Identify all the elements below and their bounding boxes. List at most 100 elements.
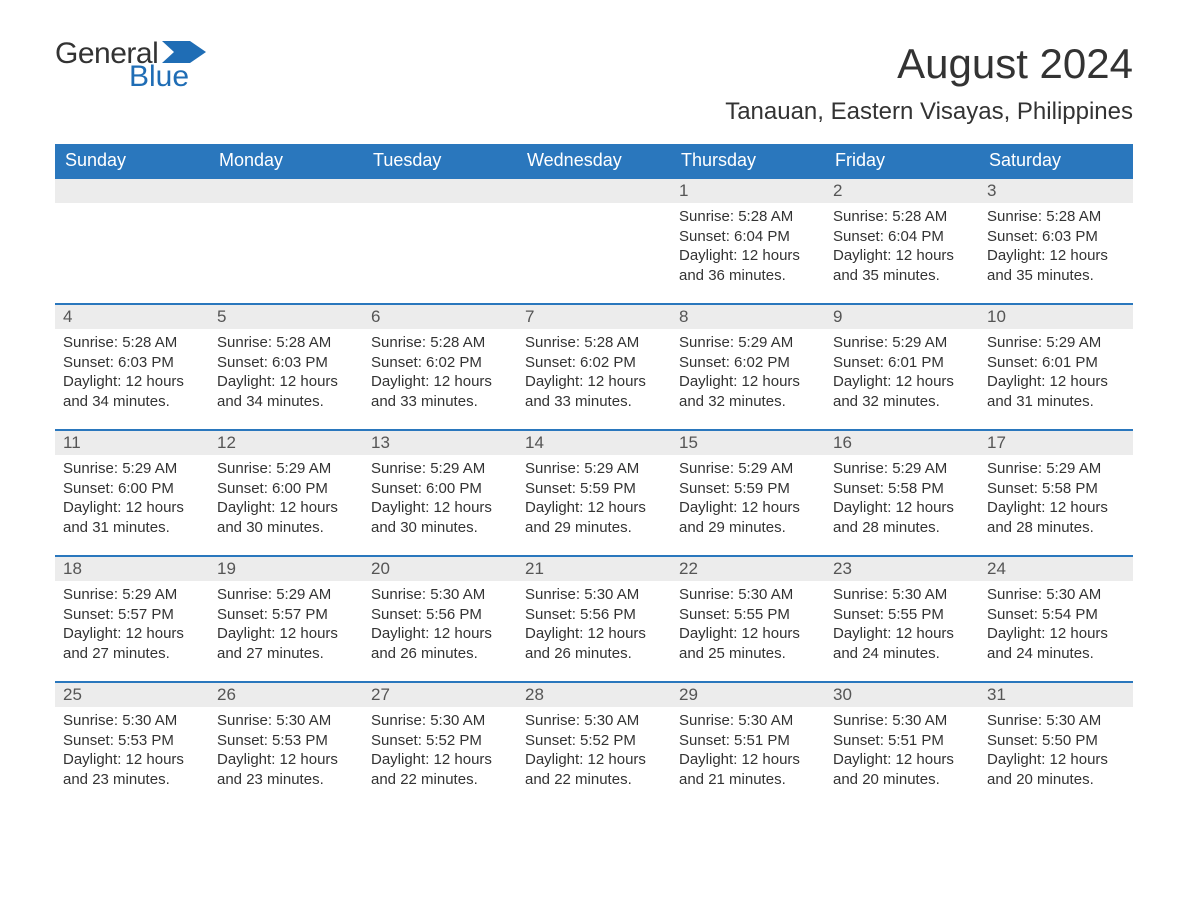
calendar-cell: 14Sunrise: 5:29 AMSunset: 5:59 PMDayligh… xyxy=(517,430,671,556)
weekday-header: Monday xyxy=(209,144,363,178)
sunrise-text: Sunrise: 5:30 AM xyxy=(833,585,971,605)
calendar-cell: 22Sunrise: 5:30 AMSunset: 5:55 PMDayligh… xyxy=(671,556,825,682)
day-body: Sunrise: 5:30 AMSunset: 5:55 PMDaylight:… xyxy=(671,581,825,669)
daylight-line2: and 24 minutes. xyxy=(987,644,1125,664)
calendar-cell: 3Sunrise: 5:28 AMSunset: 6:03 PMDaylight… xyxy=(979,178,1133,304)
day-body: Sunrise: 5:29 AMSunset: 6:00 PMDaylight:… xyxy=(363,455,517,543)
empty-daynum xyxy=(209,179,363,203)
day-number: 30 xyxy=(825,683,979,707)
sunset-text: Sunset: 6:03 PM xyxy=(217,353,355,373)
sunset-text: Sunset: 6:01 PM xyxy=(833,353,971,373)
day-body: Sunrise: 5:30 AMSunset: 5:56 PMDaylight:… xyxy=(363,581,517,669)
location: Tanauan, Eastern Visayas, Philippines xyxy=(725,98,1133,126)
day-number: 20 xyxy=(363,557,517,581)
daylight-line2: and 26 minutes. xyxy=(371,644,509,664)
sunset-text: Sunset: 5:59 PM xyxy=(679,479,817,499)
sunset-text: Sunset: 5:50 PM xyxy=(987,731,1125,751)
daylight-line1: Daylight: 12 hours xyxy=(63,498,201,518)
empty-daynum xyxy=(517,179,671,203)
calendar-cell: 19Sunrise: 5:29 AMSunset: 5:57 PMDayligh… xyxy=(209,556,363,682)
calendar-cell: 26Sunrise: 5:30 AMSunset: 5:53 PMDayligh… xyxy=(209,682,363,808)
day-number: 25 xyxy=(55,683,209,707)
day-body: Sunrise: 5:29 AMSunset: 6:02 PMDaylight:… xyxy=(671,329,825,417)
sunset-text: Sunset: 5:56 PM xyxy=(371,605,509,625)
daylight-line1: Daylight: 12 hours xyxy=(679,624,817,644)
daylight-line2: and 36 minutes. xyxy=(679,266,817,286)
sunrise-text: Sunrise: 5:30 AM xyxy=(679,711,817,731)
daylight-line1: Daylight: 12 hours xyxy=(217,498,355,518)
daylight-line2: and 23 minutes. xyxy=(63,770,201,790)
day-number: 7 xyxy=(517,305,671,329)
calendar-cell: 12Sunrise: 5:29 AMSunset: 6:00 PMDayligh… xyxy=(209,430,363,556)
daylight-line1: Daylight: 12 hours xyxy=(833,498,971,518)
daylight-line1: Daylight: 12 hours xyxy=(987,372,1125,392)
daylight-line1: Daylight: 12 hours xyxy=(987,624,1125,644)
calendar-cell: 11Sunrise: 5:29 AMSunset: 6:00 PMDayligh… xyxy=(55,430,209,556)
daylight-line2: and 30 minutes. xyxy=(217,518,355,538)
empty-daynum xyxy=(55,179,209,203)
calendar-cell: 2Sunrise: 5:28 AMSunset: 6:04 PMDaylight… xyxy=(825,178,979,304)
day-number: 31 xyxy=(979,683,1133,707)
sunset-text: Sunset: 5:54 PM xyxy=(987,605,1125,625)
calendar-cell: 6Sunrise: 5:28 AMSunset: 6:02 PMDaylight… xyxy=(363,304,517,430)
calendar-cell: 5Sunrise: 5:28 AMSunset: 6:03 PMDaylight… xyxy=(209,304,363,430)
calendar-cell: 15Sunrise: 5:29 AMSunset: 5:59 PMDayligh… xyxy=(671,430,825,556)
day-number: 10 xyxy=(979,305,1133,329)
day-body: Sunrise: 5:29 AMSunset: 6:00 PMDaylight:… xyxy=(55,455,209,543)
weekday-header: Friday xyxy=(825,144,979,178)
sunset-text: Sunset: 5:55 PM xyxy=(679,605,817,625)
calendar-cell: 30Sunrise: 5:30 AMSunset: 5:51 PMDayligh… xyxy=(825,682,979,808)
day-body: Sunrise: 5:30 AMSunset: 5:55 PMDaylight:… xyxy=(825,581,979,669)
day-body: Sunrise: 5:28 AMSunset: 6:04 PMDaylight:… xyxy=(671,203,825,291)
day-body: Sunrise: 5:30 AMSunset: 5:53 PMDaylight:… xyxy=(209,707,363,795)
calendar-row: 18 Sunrise: 5:29 AM Sunset: 5:57 PM Dayligh… xyxy=(55,556,1133,682)
calendar-cell: 23Sunrise: 5:30 AMSunset: 5:55 PMDayligh… xyxy=(825,556,979,682)
daylight-line1: Daylight: 12 hours xyxy=(679,372,817,392)
empty-daynum xyxy=(363,179,517,203)
daylight-line2: and 34 minutes. xyxy=(217,392,355,412)
calendar-cell: 20Sunrise: 5:30 AMSunset: 5:56 PMDayligh… xyxy=(363,556,517,682)
day-number: 8 xyxy=(671,305,825,329)
sunset-text: Sunset: 5:51 PM xyxy=(679,731,817,751)
day-body: Sunrise: 5:29 AMSunset: 6:01 PMDaylight:… xyxy=(979,329,1133,417)
daylight-line1: Daylight: 12 hours xyxy=(833,750,971,770)
day-body: Sunrise: 5:30 AMSunset: 5:50 PMDaylight:… xyxy=(979,707,1133,795)
sunset-text: Sunset: 6:04 PM xyxy=(833,227,971,247)
sunset-text: Sunset: 5:58 PM xyxy=(833,479,971,499)
daylight-line2: and 29 minutes. xyxy=(679,518,817,538)
sunset-text: Sunset: 5:57 PM xyxy=(217,605,355,625)
daylight-line2: and 33 minutes. xyxy=(371,392,509,412)
sunrise-text: Sunrise: 5:29 AM xyxy=(987,333,1125,353)
daylight-line1: Daylight: 12 hours xyxy=(833,624,971,644)
sunrise-text: Sunrise: 5:30 AM xyxy=(371,711,509,731)
day-body: Sunrise: 5:29 AMSunset: 5:58 PMDaylight:… xyxy=(979,455,1133,543)
calendar-cell xyxy=(55,178,209,304)
sunrise-text: Sunrise: 5:29 AM xyxy=(987,459,1125,479)
day-number: 22 xyxy=(671,557,825,581)
day-body: Sunrise: 5:28 AMSunset: 6:02 PMDaylight:… xyxy=(363,329,517,417)
day-number: 4 xyxy=(55,305,209,329)
month-title: August 2024 xyxy=(725,40,1133,88)
daylight-line2: and 20 minutes. xyxy=(987,770,1125,790)
day-number: 18 xyxy=(55,557,209,581)
sunrise-text: Sunrise: 5:30 AM xyxy=(217,711,355,731)
day-body: Sunrise: 5:28 AMSunset: 6:03 PMDaylight:… xyxy=(55,329,209,417)
day-number: 27 xyxy=(363,683,517,707)
day-body: Sunrise: 5:28 AMSunset: 6:03 PMDaylight:… xyxy=(209,329,363,417)
sunrise-text: Sunrise: 5:28 AM xyxy=(217,333,355,353)
day-body: Sunrise: 5:30 AMSunset: 5:52 PMDaylight:… xyxy=(363,707,517,795)
sunrise-text: Sunrise: 5:29 AM xyxy=(217,459,355,479)
calendar-cell: 1Sunrise: 5:28 AMSunset: 6:04 PMDaylight… xyxy=(671,178,825,304)
daylight-line2: and 31 minutes. xyxy=(987,392,1125,412)
daylight-line1: Daylight: 12 hours xyxy=(987,498,1125,518)
calendar-cell: 9Sunrise: 5:29 AMSunset: 6:01 PMDaylight… xyxy=(825,304,979,430)
sunrise-text: Sunrise: 5:29 AM xyxy=(63,585,201,605)
sunset-text: Sunset: 5:52 PM xyxy=(371,731,509,751)
day-body: Sunrise: 5:28 AMSunset: 6:04 PMDaylight:… xyxy=(825,203,979,291)
day-number: 14 xyxy=(517,431,671,455)
daylight-line2: and 34 minutes. xyxy=(63,392,201,412)
weekday-header: Saturday xyxy=(979,144,1133,178)
sunrise-text: Sunrise: 5:29 AM xyxy=(679,333,817,353)
day-body: Sunrise: 5:30 AMSunset: 5:56 PMDaylight:… xyxy=(517,581,671,669)
day-body: Sunrise: 5:30 AMSunset: 5:54 PMDaylight:… xyxy=(979,581,1133,669)
